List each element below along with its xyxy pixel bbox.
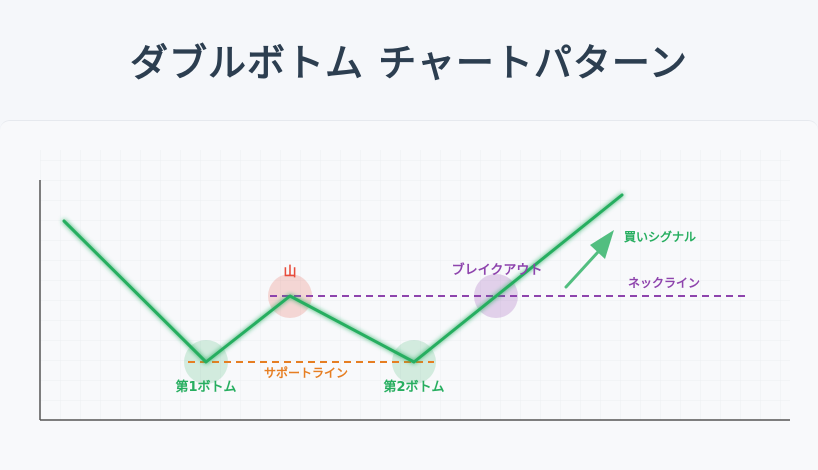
second-bottom-label: 第2ボトム <box>383 379 444 395</box>
buy-arrow-head <box>590 230 614 259</box>
page-title: ダブルボトム チャートパターン <box>130 41 688 85</box>
first-bottom-label: 第1ボトム <box>175 379 236 395</box>
buy-arrow-shaft <box>564 250 600 289</box>
neckline-label: ネックライン <box>628 276 700 290</box>
grid-background <box>40 150 790 420</box>
support-line-label: サポートライン <box>264 365 348 380</box>
buy-signal-label: 買いシグナル <box>624 229 696 244</box>
price-line <box>62 193 624 364</box>
breakout-label: ブレイクアウト <box>452 262 543 278</box>
peak-label: 山 <box>283 264 296 280</box>
